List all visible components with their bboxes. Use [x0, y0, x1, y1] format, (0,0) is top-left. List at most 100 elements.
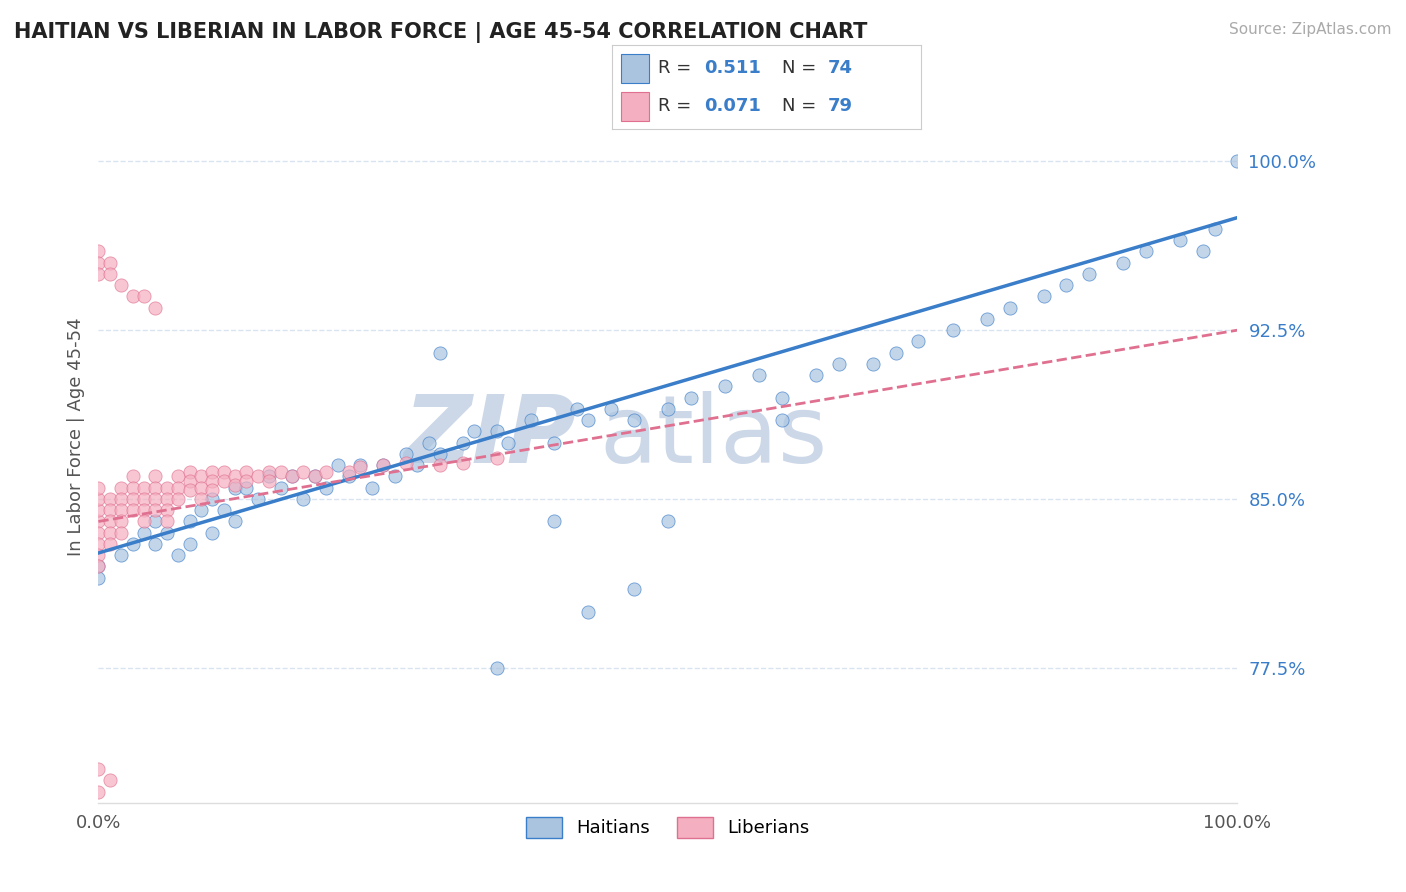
Point — [884, 345, 907, 359]
Point — [1226, 154, 1249, 169]
Point — [1170, 233, 1192, 247]
Text: R =: R = — [658, 60, 697, 78]
Point — [1054, 278, 1078, 293]
Text: 74: 74 — [828, 60, 853, 78]
Point — [98, 525, 121, 540]
Point — [235, 465, 257, 479]
Text: ZIP: ZIP — [404, 391, 576, 483]
Point — [406, 458, 429, 473]
Point — [87, 503, 110, 517]
Point — [259, 474, 281, 488]
Point — [110, 515, 132, 529]
Text: R =: R = — [658, 96, 697, 114]
Point — [121, 503, 143, 517]
Point — [145, 481, 167, 495]
Text: HAITIAN VS LIBERIAN IN LABOR FORCE | AGE 45-54 CORRELATION CHART: HAITIAN VS LIBERIAN IN LABOR FORCE | AGE… — [14, 22, 868, 44]
Point — [576, 605, 599, 619]
Point — [270, 465, 292, 479]
Point — [576, 413, 599, 427]
Point — [179, 465, 201, 479]
Point — [281, 469, 304, 483]
Point — [201, 491, 224, 506]
Point — [132, 481, 155, 495]
Point — [281, 469, 304, 483]
Point — [451, 456, 474, 470]
Point — [179, 515, 201, 529]
Point — [98, 267, 121, 281]
Point — [451, 435, 474, 450]
Point — [121, 289, 143, 303]
Point — [110, 525, 132, 540]
Point — [110, 548, 132, 562]
Point — [384, 469, 406, 483]
Point — [486, 661, 509, 675]
Point — [145, 469, 167, 483]
FancyBboxPatch shape — [621, 54, 648, 83]
Point — [292, 465, 315, 479]
Point — [326, 458, 349, 473]
Point — [337, 465, 360, 479]
Text: 79: 79 — [828, 96, 853, 114]
Point — [679, 391, 702, 405]
Point — [167, 481, 190, 495]
Point — [87, 571, 110, 585]
Point — [259, 465, 281, 479]
Point — [304, 469, 326, 483]
Point — [87, 244, 110, 259]
Point — [156, 481, 179, 495]
Point — [486, 425, 509, 439]
Point — [942, 323, 965, 337]
Point — [1192, 244, 1215, 259]
Point — [862, 357, 884, 371]
Point — [87, 548, 110, 562]
Text: N =: N = — [782, 60, 821, 78]
Point — [429, 458, 451, 473]
Point — [1112, 255, 1135, 269]
Point — [395, 456, 418, 470]
Point — [770, 391, 793, 405]
Point — [565, 401, 588, 416]
Point — [212, 465, 235, 479]
Point — [132, 289, 155, 303]
Point — [201, 525, 224, 540]
Point — [246, 469, 269, 483]
Point — [224, 515, 246, 529]
Point — [87, 267, 110, 281]
Point — [121, 491, 143, 506]
Point — [543, 515, 565, 529]
Point — [315, 465, 337, 479]
Point — [429, 345, 451, 359]
Point — [201, 483, 224, 497]
Point — [520, 413, 543, 427]
Point — [429, 447, 451, 461]
Point — [87, 515, 110, 529]
Point — [145, 537, 167, 551]
Point — [371, 458, 394, 473]
Point — [87, 762, 110, 776]
Text: atlas: atlas — [599, 391, 828, 483]
Point — [543, 435, 565, 450]
Point — [212, 503, 235, 517]
Point — [1135, 244, 1157, 259]
Point — [349, 460, 371, 475]
Point — [179, 483, 201, 497]
Point — [156, 515, 179, 529]
Point — [498, 435, 520, 450]
Point — [235, 474, 257, 488]
Point — [98, 515, 121, 529]
Point — [121, 469, 143, 483]
Text: 0.511: 0.511 — [704, 60, 761, 78]
Point — [828, 357, 851, 371]
Point — [87, 784, 110, 798]
Point — [360, 481, 382, 495]
Point — [657, 515, 679, 529]
Point — [1078, 267, 1101, 281]
Point — [395, 447, 418, 461]
Point — [98, 537, 121, 551]
Point — [224, 478, 246, 492]
Point — [623, 582, 645, 596]
Legend: Haitians, Liberians: Haitians, Liberians — [519, 810, 817, 845]
Point — [190, 469, 212, 483]
Point — [235, 481, 257, 495]
Point — [156, 503, 179, 517]
